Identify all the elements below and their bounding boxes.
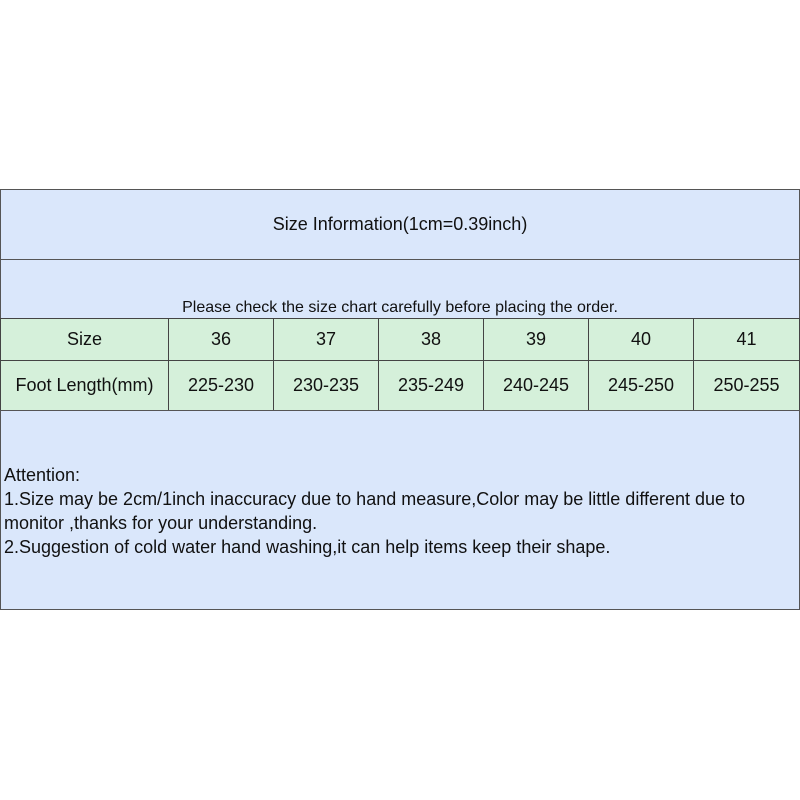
table-cell: 39: [484, 318, 589, 361]
attention-item: 2.Suggestion of cold water hand washing,…: [4, 537, 611, 557]
table-cell: 38: [379, 318, 484, 361]
table-cell: 36: [169, 318, 274, 361]
row-header: Size: [0, 318, 169, 361]
table-cell: 37: [274, 318, 379, 361]
attention-section: Attention: 1.Size may be 2cm/1inch inacc…: [0, 410, 800, 610]
attention-item: 1.Size may be 2cm/1inch inaccuracy due t…: [4, 489, 746, 533]
note-text: Please check the size chart carefully be…: [182, 299, 618, 316]
table-cell: 235-249: [379, 361, 484, 411]
table-cell: 41: [694, 318, 800, 361]
table-cell: 240-245: [484, 361, 589, 411]
row-header: Foot Length(mm): [0, 361, 169, 411]
table-cell: 40: [589, 318, 694, 361]
table-cell: 230-235: [274, 361, 379, 411]
table-cell: 250-255: [694, 361, 800, 411]
size-note: Please check the size chart carefully be…: [0, 259, 800, 319]
title-text: Size Information(1cm=0.39inch): [272, 214, 528, 234]
table-cell: 245-250: [589, 361, 694, 411]
size-info-title: Size Information(1cm=0.39inch): [0, 189, 800, 260]
attention-heading: Attention:: [4, 465, 81, 485]
table-cell: 225-230: [169, 361, 274, 411]
